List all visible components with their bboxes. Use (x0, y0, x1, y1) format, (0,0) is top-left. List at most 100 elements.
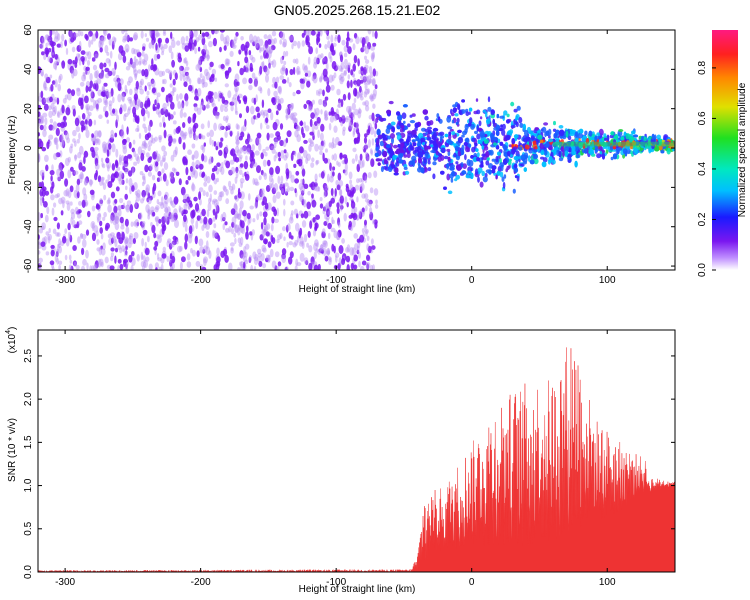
spectrogram-point (461, 144, 465, 152)
spectrogram-point (148, 42, 152, 49)
spectrogram-point (489, 150, 492, 155)
spectrogram-point (206, 209, 210, 218)
spectrogram-point (205, 231, 210, 238)
spectrogram-point (424, 152, 429, 159)
spectrogram-point (78, 200, 83, 206)
spectrogram-point (220, 104, 224, 113)
spectrogram-point (49, 260, 55, 266)
spectrogram-point (110, 191, 116, 199)
spectrogram-point (233, 202, 238, 211)
spectrogram-point (230, 246, 234, 251)
spectrogram-point (314, 112, 318, 119)
spectrogram-point (229, 101, 235, 106)
spectrogram-point (598, 128, 604, 136)
spectrogram-point (191, 42, 195, 50)
spectrogram-point (371, 138, 375, 146)
spectrogram-point (107, 70, 113, 77)
spectrogram-point (344, 196, 348, 205)
spectrogram-point (93, 264, 97, 270)
spectrogram-point (362, 159, 365, 168)
spectrogram-point (125, 65, 131, 71)
spectrogram-point (38, 240, 41, 245)
spectrogram-point (305, 260, 309, 266)
spectrogram-point (132, 34, 138, 41)
spectrogram-point (127, 96, 132, 102)
spectrogram-point (161, 79, 165, 85)
spectrogram-point (366, 75, 372, 85)
spectrogram-point (311, 157, 315, 163)
spectrogram-point (195, 64, 200, 71)
spectrogram-point (260, 122, 263, 130)
spectrogram-point (534, 145, 538, 150)
spectrogram-point (280, 31, 285, 40)
spectrogram-point (57, 163, 63, 172)
spectrogram-point (170, 113, 174, 121)
spectrogram-point (291, 43, 294, 50)
spectrogram-point (358, 178, 363, 183)
spectrogram-point (462, 130, 467, 136)
spectrogram-point (325, 217, 330, 224)
spectrogram-point (271, 178, 274, 185)
spectrogram-point (185, 35, 189, 42)
spectrogram-point (156, 92, 161, 98)
spectrogram-point (314, 143, 319, 152)
spectrogram-point (382, 150, 388, 158)
spectrogram-point (558, 125, 564, 129)
spectrogram-point (447, 150, 451, 157)
spectrogram-point (80, 50, 86, 55)
spectrogram-point (112, 71, 116, 77)
spectrogram-point (206, 103, 209, 109)
colorbar: 0.00.20.40.60.8 Normalized spectral ampl… (697, 30, 748, 277)
spectrogram-point (161, 155, 166, 163)
spectrogram-point (295, 58, 299, 65)
spectrogram-point (58, 75, 62, 84)
spectrogram-point (54, 79, 58, 88)
spectrogram-point (235, 135, 239, 142)
spectrogram-point (56, 112, 61, 118)
snr-y-label: SNR (10 * v/v) (7, 418, 18, 482)
spectrogram-point (216, 162, 221, 167)
spectrogram-point (320, 140, 325, 147)
spectrogram-point (513, 163, 518, 169)
spectrogram-point (71, 46, 76, 53)
spectrogram-point (126, 126, 129, 135)
x-tick-label: -200 (191, 577, 211, 588)
spectrogram-point (116, 77, 121, 83)
spectrogram-point (120, 130, 125, 139)
spectrogram-point (355, 121, 359, 130)
spectrogram-point (337, 221, 341, 228)
spectrogram-point (183, 203, 188, 210)
spectrogram-point (60, 121, 66, 129)
spectrogram-point (67, 190, 72, 199)
spectrogram-point (84, 180, 88, 186)
spectrogram-point (169, 83, 173, 88)
spectrogram-point (347, 92, 351, 101)
spectrogram-point (357, 58, 360, 67)
spectrogram-point (346, 105, 351, 113)
spectrogram-point (339, 195, 344, 204)
spectrogram-point (574, 131, 579, 137)
spectrogram-point (45, 42, 48, 48)
spectrogram-point (125, 266, 128, 270)
spectrogram-point (107, 197, 111, 204)
spectrogram-point (147, 82, 152, 87)
spectrogram-point (390, 133, 395, 139)
spectrogram-point (147, 124, 151, 132)
spectrogram-point (186, 253, 191, 261)
spectrogram-point (252, 41, 256, 47)
spectrogram-point (206, 240, 209, 250)
spectrogram-point (321, 231, 326, 239)
spectrogram-point (565, 130, 569, 138)
spectrogram-point (67, 92, 72, 101)
spectrogram-point (212, 230, 217, 237)
spectrogram-point (375, 146, 379, 152)
spectrogram-point (576, 154, 581, 159)
spectrogram-point (163, 43, 168, 50)
spectrogram-point (97, 138, 101, 146)
spectrogram-point (74, 154, 78, 160)
spectrogram-point (503, 110, 508, 116)
spectrogram-point (355, 153, 358, 162)
spectrogram-point (41, 51, 45, 56)
spectrogram-point (308, 245, 313, 253)
spectrogram-point (447, 190, 453, 195)
